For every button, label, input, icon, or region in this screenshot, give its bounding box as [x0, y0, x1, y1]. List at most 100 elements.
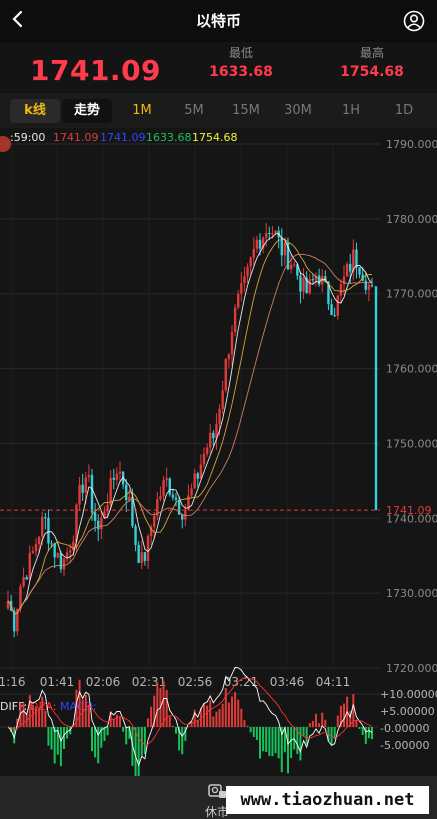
- y-tick-label: 1780.000: [386, 213, 437, 226]
- macd-bar: [252, 727, 255, 737]
- candle-body: [22, 577, 25, 587]
- candle-body: [125, 484, 128, 501]
- moving-average-line: [7, 233, 373, 615]
- macd-bar: [234, 692, 237, 727]
- macd-bar: [84, 694, 87, 727]
- candle-body: [59, 553, 63, 570]
- macd-bar: [271, 727, 274, 757]
- macd-bar: [97, 727, 100, 764]
- high-stat: 最高 1754.68: [327, 44, 417, 80]
- tab-trend[interactable]: 走势: [62, 99, 112, 123]
- macd-bar: [112, 718, 115, 727]
- macd-bar: [134, 727, 137, 776]
- macd-bar: [59, 727, 62, 767]
- macd-bar: [224, 688, 227, 727]
- y-tick-label: 1740.000: [386, 512, 437, 525]
- quote-panel: 1741.09 最低 1633.68 最高 1754.68: [0, 42, 437, 92]
- candle-body: [118, 471, 122, 474]
- tab-30m[interactable]: 30M: [284, 103, 312, 118]
- macd-bar: [262, 727, 265, 752]
- candle-body: [199, 464, 203, 479]
- macd-bar: [367, 727, 370, 739]
- watermark: www.tiaozhuan.net: [226, 786, 429, 814]
- candlestick-chart[interactable]: 1790.000 1780.000 1770.000 1760.000 1750.000…: [0, 128, 437, 776]
- candle-body: [128, 496, 131, 501]
- candle-body: [19, 586, 22, 610]
- macd-bar: [122, 727, 125, 732]
- macd-bar: [13, 727, 16, 744]
- candle-body: [240, 283, 243, 294]
- macd-bar: [150, 706, 153, 727]
- tab-1d[interactable]: 1D: [394, 103, 414, 118]
- tab-15m[interactable]: 15M: [232, 103, 260, 118]
- y-tick-label: 1720.000: [386, 662, 437, 675]
- macd-bar: [268, 727, 271, 757]
- app-header: 以特币: [0, 0, 437, 42]
- moving-average-line: [7, 238, 373, 615]
- candle-body: [190, 488, 193, 496]
- tab-5m[interactable]: 5M: [184, 103, 204, 118]
- candle-body: [345, 263, 349, 277]
- tab-1m[interactable]: 1M: [132, 103, 152, 118]
- candle-body: [246, 266, 249, 277]
- candle-body: [56, 553, 59, 558]
- user-circle-icon[interactable]: [403, 10, 425, 32]
- candle-body: [314, 275, 318, 281]
- tab-1h[interactable]: 1H: [341, 103, 361, 118]
- candle-body: [187, 495, 190, 510]
- candle-body: [330, 304, 333, 316]
- macd-tick-label: +5.00000: [380, 705, 435, 718]
- x-tick-label: 1:16: [0, 675, 25, 689]
- macd-bar: [355, 720, 358, 727]
- macd-bar: [274, 727, 277, 754]
- candle-body: [311, 279, 315, 281]
- macd-bar: [103, 727, 106, 741]
- macd-tick-label: -5.00000: [380, 739, 429, 752]
- candle-body: [358, 267, 361, 275]
- low-label: 最低: [228, 46, 253, 60]
- candle-body: [324, 276, 327, 282]
- macd-bar: [125, 727, 128, 745]
- candle-body: [286, 242, 290, 270]
- candle-body: [202, 453, 206, 465]
- candle-body-last: [374, 286, 378, 511]
- candle-body: [156, 499, 159, 516]
- candle-body: [193, 473, 196, 489]
- candle-body: [41, 516, 44, 537]
- info-time: :59:00: [10, 131, 45, 144]
- macd-bar: [287, 727, 289, 774]
- candle-body: [16, 609, 19, 632]
- x-tick-label: 01:41: [40, 675, 75, 689]
- macd-bar: [358, 727, 361, 729]
- candle-body: [146, 536, 150, 562]
- macd-bar: [168, 716, 171, 727]
- macd-tick-label: +10.00000: [380, 688, 437, 701]
- macd-bar: [296, 727, 299, 755]
- chevron-left-icon[interactable]: [8, 8, 30, 30]
- macd-bar: [308, 723, 311, 727]
- candle-body: [153, 515, 156, 527]
- candle-body: [44, 516, 47, 518]
- macd-bar: [246, 725, 249, 727]
- x-tick-label: 02:56: [178, 675, 213, 689]
- macd-bar: [35, 706, 37, 727]
- macd-bar: [227, 702, 230, 727]
- candle-body: [31, 551, 35, 553]
- candle-body: [131, 496, 134, 527]
- macd-bar: [364, 727, 367, 744]
- macd-bar: [162, 680, 165, 727]
- macd-bar: [283, 727, 286, 753]
- x-tick-label: 04:11: [316, 675, 351, 689]
- candle-body: [289, 264, 293, 270]
- candle-body: [227, 354, 231, 360]
- candle-body: [28, 552, 31, 580]
- candle-body: [367, 285, 371, 290]
- tab-kline[interactable]: k线: [10, 99, 60, 123]
- candle-body: [47, 517, 50, 544]
- candle-body: [177, 499, 181, 515]
- macd-bar: [199, 708, 202, 727]
- macd-bar: [305, 727, 308, 745]
- x-tick-label: 03:21: [224, 675, 259, 689]
- macd-bar: [249, 727, 252, 733]
- candle-body: [84, 477, 87, 493]
